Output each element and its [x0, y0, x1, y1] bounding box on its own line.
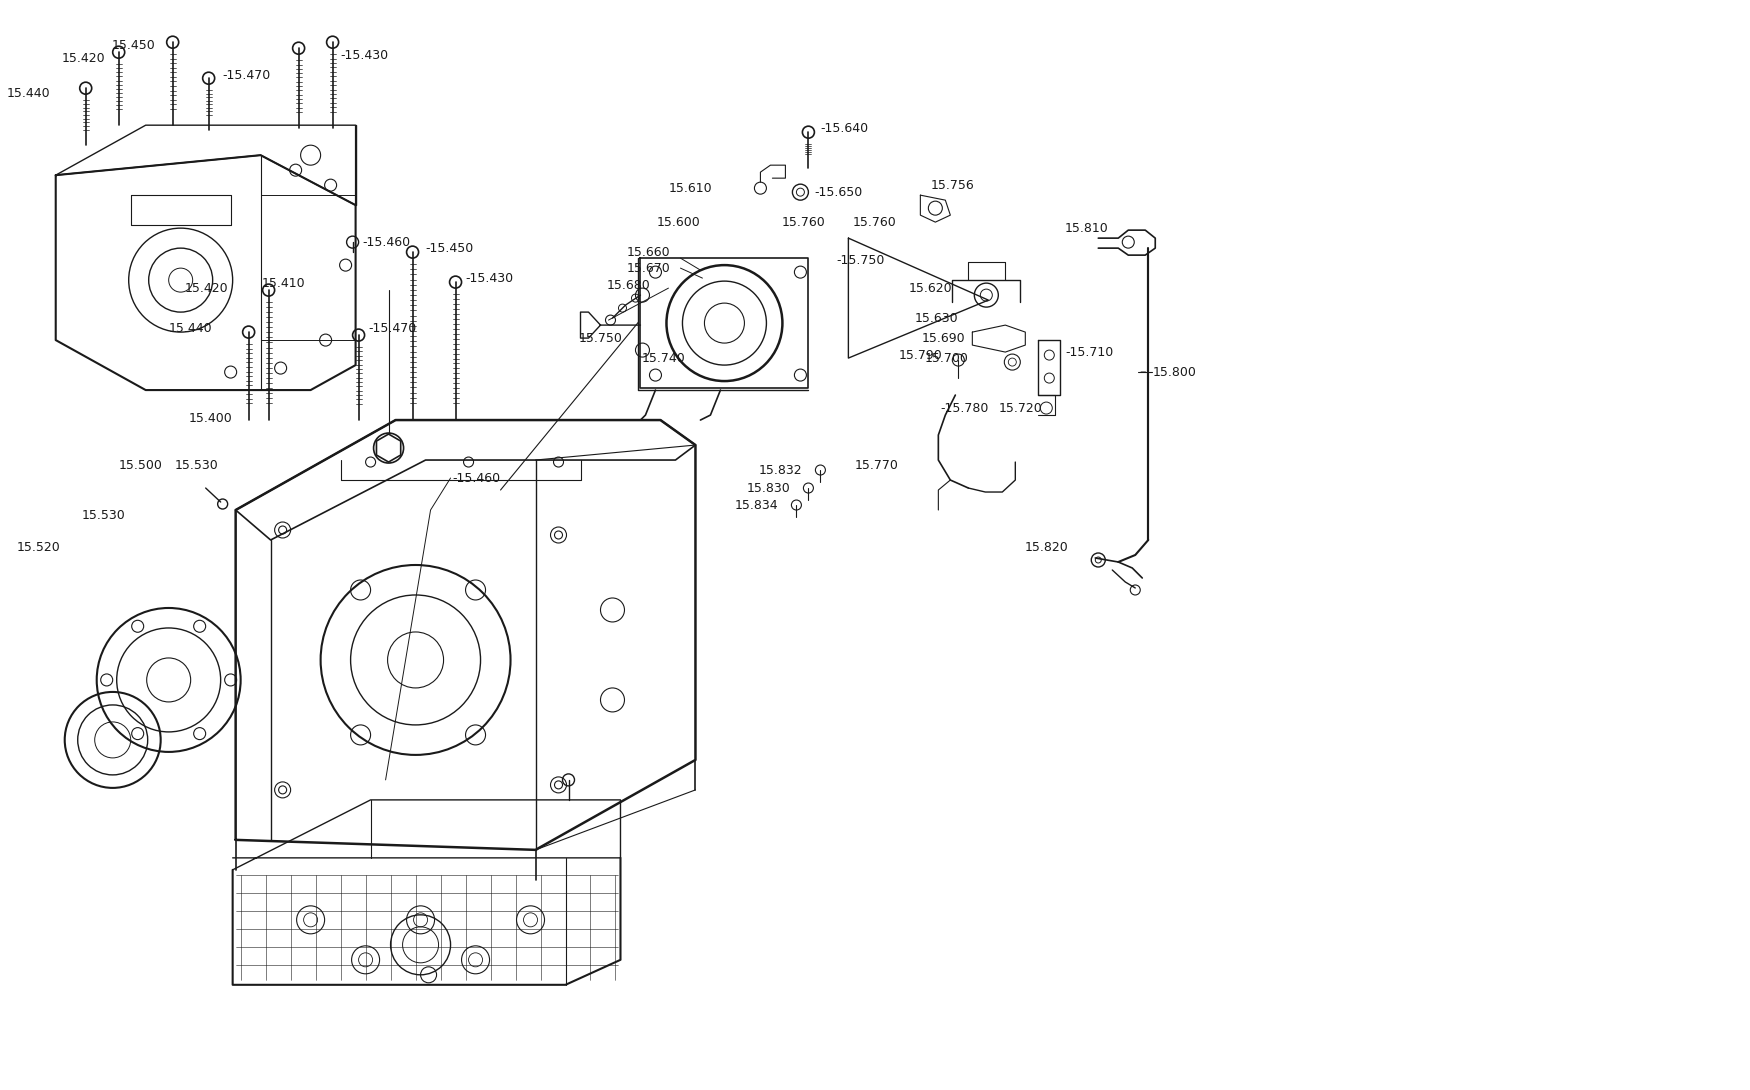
Text: 15.770: 15.770: [854, 459, 898, 472]
Text: 15.760: 15.760: [852, 216, 896, 229]
Text: 15.440: 15.440: [7, 87, 51, 99]
Text: -15.460: -15.460: [453, 472, 500, 485]
Text: 15.520: 15.520: [18, 542, 61, 555]
Text: 15.630: 15.630: [915, 312, 959, 325]
Text: -15.460: -15.460: [362, 235, 411, 249]
Text: 15.420: 15.420: [186, 281, 229, 294]
Text: 15.680: 15.680: [607, 279, 651, 292]
Text: 15.830: 15.830: [747, 482, 791, 495]
Text: 15.600: 15.600: [656, 216, 700, 229]
Text: 15.720: 15.720: [999, 401, 1043, 414]
Text: 15.440: 15.440: [170, 322, 214, 335]
Text: 15.450: 15.450: [112, 39, 156, 51]
Text: 15.790: 15.790: [898, 349, 942, 362]
Text: -15.640: -15.640: [821, 122, 868, 135]
Text: 15.750: 15.750: [579, 331, 623, 344]
Text: -15.430: -15.430: [341, 49, 388, 62]
Text: 15.820: 15.820: [1024, 542, 1068, 555]
Text: 15.530: 15.530: [82, 509, 126, 521]
Text: 15.620: 15.620: [908, 281, 952, 294]
Text: 15.834: 15.834: [735, 498, 779, 511]
Text: -15.470: -15.470: [369, 322, 416, 335]
Text: -15.650: -15.650: [814, 185, 863, 198]
Text: 15.800: 15.800: [1152, 365, 1197, 378]
Text: 15.420: 15.420: [61, 51, 105, 64]
Text: 15.410: 15.410: [262, 277, 306, 290]
Text: -15.470: -15.470: [222, 69, 271, 82]
Text: -15.780: -15.780: [940, 401, 989, 414]
Text: 15.832: 15.832: [760, 463, 803, 476]
Text: -15.430: -15.430: [466, 271, 514, 284]
Text: 15.690: 15.690: [922, 331, 966, 344]
Text: 15.760: 15.760: [782, 216, 826, 229]
Text: 15.740: 15.740: [642, 352, 686, 364]
Text: 15.500: 15.500: [119, 459, 163, 472]
Text: 15.660: 15.660: [626, 245, 670, 258]
Text: 15.756: 15.756: [931, 179, 975, 192]
Text: -15.450: -15.450: [425, 242, 474, 255]
Text: 15.530: 15.530: [175, 459, 219, 472]
Text: -15.750: -15.750: [836, 254, 886, 267]
Text: 15.700: 15.700: [924, 352, 968, 364]
Text: 15.400: 15.400: [189, 412, 233, 424]
Text: 15.810: 15.810: [1064, 221, 1108, 234]
Text: 15.670: 15.670: [626, 262, 670, 275]
Text: 15.610: 15.610: [668, 182, 712, 195]
Text: -15.710: -15.710: [1066, 346, 1113, 359]
